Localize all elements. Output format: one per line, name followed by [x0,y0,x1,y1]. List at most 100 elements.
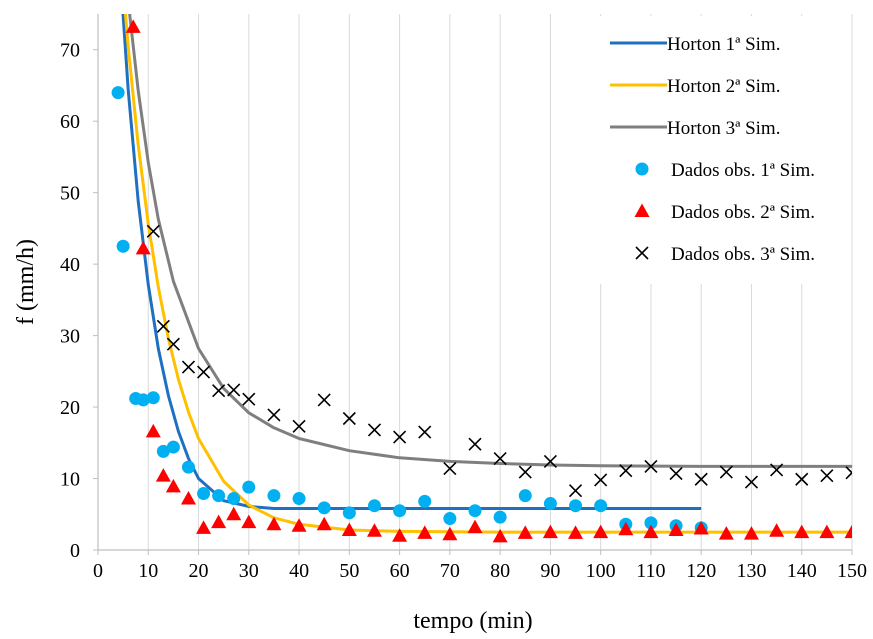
series-5-point [668,522,684,536]
series-4-point [393,504,407,518]
series-5-point [291,518,307,532]
series-5-point [135,240,151,255]
series-4-point [292,492,306,506]
series-5-point [492,528,508,543]
x-axis-title: tempo (min) [413,608,532,634]
legend-item: Dados obs. 2ª Sim. [634,202,815,223]
series-2-line [123,14,852,534]
series-6-point [317,393,331,407]
series-5-point [196,520,212,534]
legend-label: Dados obs. 2ª Sim. [671,202,815,223]
x-tick-label: 30 [239,560,259,582]
series-6-point [227,383,241,397]
series-5-point [266,516,282,531]
series-4-point [493,510,507,524]
x-tick-label: 100 [586,560,616,582]
series-4-point [367,499,381,513]
series-6-point [795,472,809,486]
series-5-point [316,516,332,531]
x-tick-label: 90 [540,560,560,582]
legend-item: Dados obs. 3ª Sim. [635,244,815,265]
x-tick-label: 150 [837,560,867,582]
series-4-point [267,489,281,503]
series-6-point [845,466,852,480]
series-5-point [417,525,433,539]
series-5-point [769,523,785,537]
y-tick-label: 10 [60,469,80,491]
series-6-point [196,365,211,379]
y-tick-label: 30 [60,326,80,348]
series-5-point [794,524,810,539]
series-5-point [155,468,171,482]
series-6-point [212,384,226,398]
series-5-point [392,528,408,542]
legend: Horton 1ª Sim. Horton 2ª Sim. Horton 3ª Si… [600,16,850,284]
series-4-point [156,444,170,458]
legend-item: Dados obs. 1ª Sim. [635,160,815,181]
x-tick-label: 110 [636,560,665,582]
series-4-point [644,516,658,530]
series-4-point [342,506,356,520]
legend-item: Horton 1ª Sim. [610,34,780,55]
legend-item: Horton 2ª Sim. [610,76,780,97]
series-4-point [518,489,532,503]
series-6-point [468,437,482,451]
series-4-point [242,480,256,494]
series-6-point [267,408,281,422]
legend-box [600,16,850,284]
series-5-point [442,526,458,541]
series-6-point [770,463,784,477]
axes: 0 10 20 30 40 50 60 70 80 90 100 110 120 130 140 150 0 10… [60,14,867,582]
series-5-point [341,522,357,536]
x-tick-label: 20 [189,560,209,582]
x-tick-label: 50 [339,560,359,582]
series-6-point [568,484,583,498]
series-5-point [618,521,634,536]
series-5-point [180,491,196,505]
series-6-point [493,451,507,466]
x-tick-label: 120 [686,560,716,582]
legend-label: Horton 1ª Sim. [667,34,780,55]
series-5-point [693,521,709,535]
series-5-point [718,526,734,540]
series-4-point [116,239,130,253]
series-6-point [342,411,356,426]
series-4-point [181,460,195,474]
series-5-point [366,523,382,537]
x-tick-label: 70 [440,560,460,582]
series-5-point [643,524,659,539]
series-4-point [197,487,211,501]
legend-marker-swatch [635,246,649,260]
series-4-point [543,497,557,511]
series-6-point [367,423,382,437]
legend-label: Dados obs. 3ª Sim. [671,244,815,265]
x-tick-label: 60 [390,560,410,582]
series-5-point [211,514,227,529]
series-5-point [165,478,181,493]
x-tick-label: 0 [93,560,103,582]
plot-area [111,14,852,543]
legend-item: Horton 3ª Sim. [610,118,780,139]
series-6-point [292,419,306,433]
series-6-point [156,319,170,333]
x-tick-label: 10 [138,560,158,582]
series-6-point [393,430,407,444]
series-6-point [146,224,160,238]
series-5-point [241,514,257,529]
series-4-point [166,440,180,454]
series-6-point [518,465,532,479]
y-tick-label: 70 [60,40,80,62]
series-5-point [743,526,759,540]
y-tick-label: 60 [60,111,80,133]
series-6-point [242,392,256,406]
series-4-point [111,86,125,100]
x-tick-label: 80 [490,560,510,582]
series-4-point [227,492,241,506]
series-6-point [418,425,432,439]
series-5-point [145,423,161,438]
legend-marker-swatch [634,203,650,217]
series-6-point [543,454,557,468]
series-5-point [125,19,141,33]
series-6-point [644,459,658,473]
